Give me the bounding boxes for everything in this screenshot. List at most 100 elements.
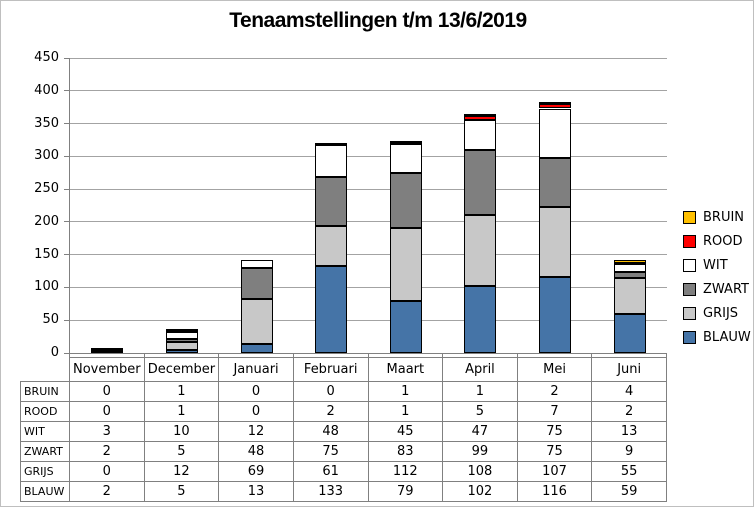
value-cell: 2 <box>516 381 593 402</box>
y-tick-label: 250 <box>34 181 59 197</box>
value-cell: 7 <box>516 401 593 422</box>
value-cell: 69 <box>218 461 294 482</box>
legend-item-grijs: GRIJS <box>683 301 751 325</box>
gridline <box>70 254 667 256</box>
value-cell: 2 <box>292 401 369 422</box>
value-cell: 48 <box>218 441 294 462</box>
value-cell: 3 <box>69 421 145 442</box>
value-cell: 61 <box>292 461 369 482</box>
legend-item-wit: WIT <box>683 253 751 277</box>
row-label: ROOD <box>20 401 70 422</box>
bar-segment-blauw <box>389 301 422 353</box>
table-row-bruin: BRUIN 0 1 0 0 1 1 2 4 <box>20 381 667 402</box>
gridline <box>70 188 667 190</box>
value-cell: 75 <box>516 421 593 442</box>
legend-label: WIT <box>703 257 728 273</box>
bar-segment-zwart <box>539 157 572 207</box>
legend-swatch-icon <box>683 282 696 296</box>
plot-area <box>69 57 667 354</box>
value-cell: 5 <box>143 441 220 462</box>
table-row-blauw: BLAUW 2 5 13 133 79 102 116 59 <box>20 481 667 502</box>
column-header-mei: Mei <box>516 357 593 382</box>
legend-item-bruin: BRUIN <box>683 205 751 229</box>
y-tick-mark <box>64 57 69 59</box>
bar-segment-blauw <box>165 349 198 353</box>
value-cell: 108 <box>442 461 518 482</box>
table-header-row: November December Januari Februari Maart Apri… <box>21 357 667 382</box>
row-label: BRUIN <box>20 381 70 402</box>
value-cell: 2 <box>69 441 145 462</box>
bar-segment-bruin <box>165 329 198 332</box>
x-tick-mark <box>69 354 70 358</box>
value-cell: 83 <box>367 441 444 462</box>
y-tick-label: 50 <box>42 312 59 328</box>
column-header-februari: Februari <box>292 357 369 382</box>
gridline <box>70 123 667 125</box>
column-header-juni: Juni <box>591 357 667 382</box>
x-tick-mark <box>218 354 220 358</box>
legend-label: BLAUW <box>703 329 751 345</box>
value-cell: 107 <box>516 461 593 482</box>
y-tick-mark <box>64 221 69 223</box>
value-cell: 116 <box>516 481 593 502</box>
y-tick-mark <box>64 155 69 157</box>
value-cell: 55 <box>591 461 667 482</box>
column-header-april: April <box>442 357 518 382</box>
legend-item-rood: ROOD <box>683 229 751 253</box>
legend-label: BRUIN <box>703 209 745 225</box>
bar-segment-zwart <box>315 176 348 226</box>
value-cell: 133 <box>292 481 369 502</box>
bar-segment-wit <box>539 108 572 158</box>
x-tick-mark <box>143 354 145 358</box>
y-tick-mark <box>64 254 69 256</box>
table-corner-cell <box>21 358 70 382</box>
column-header-november: November <box>69 357 145 382</box>
bar-segment-zwart <box>389 173 422 228</box>
bar-segment-rood <box>539 103 572 109</box>
legend-swatch-icon <box>683 234 696 248</box>
y-tick-label: 450 <box>34 50 59 65</box>
value-cell: 0 <box>292 381 369 402</box>
value-cell: 1 <box>143 381 220 402</box>
value-cell: 13 <box>591 421 667 442</box>
value-cell: 47 <box>442 421 518 442</box>
gridline <box>70 57 667 59</box>
bar-segment-wit <box>613 263 646 273</box>
value-cell: 0 <box>218 401 294 422</box>
legend-label: ROOD <box>703 233 743 249</box>
legend-item-blauw: BLAUW <box>683 325 751 349</box>
legend-item-zwart: ZWART <box>683 277 751 301</box>
y-tick-label: 400 <box>34 82 59 98</box>
value-cell: 45 <box>367 421 444 442</box>
bar-segment-wit <box>240 259 273 268</box>
table-row-grijs: GRIJS 0 12 69 61 112 108 107 55 <box>20 461 667 482</box>
bar-segment-zwart <box>240 267 273 300</box>
gridline <box>70 155 667 157</box>
y-tick-label: 200 <box>34 213 59 229</box>
value-cell: 112 <box>367 461 444 482</box>
bar-segment-wit <box>315 145 348 177</box>
value-cell: 1 <box>367 401 444 422</box>
x-tick-mark <box>591 354 593 358</box>
bar-segment-wit <box>165 332 198 339</box>
y-tick-mark <box>64 123 69 125</box>
value-cell: 4 <box>591 381 667 402</box>
bar-segment-grijs <box>539 206 572 277</box>
value-cell: 1 <box>367 381 444 402</box>
y-tick-mark <box>64 90 69 92</box>
x-tick-mark <box>442 354 444 358</box>
row-label: BLAUW <box>20 481 70 502</box>
column-header-maart: Maart <box>367 357 444 382</box>
bar-segment-zwart <box>464 150 497 216</box>
column-header-januari: Januari <box>218 357 294 382</box>
bar-segment-blauw <box>464 286 497 353</box>
value-cell: 102 <box>442 481 518 502</box>
y-tick-label: 0 <box>50 345 59 360</box>
bar-segment-bruin <box>389 141 422 144</box>
value-cell: 75 <box>516 441 593 462</box>
bar-segment-grijs <box>464 215 497 287</box>
value-cell: 1 <box>442 381 518 402</box>
value-cell: 2 <box>591 401 667 422</box>
y-tick-label: 150 <box>34 246 59 262</box>
